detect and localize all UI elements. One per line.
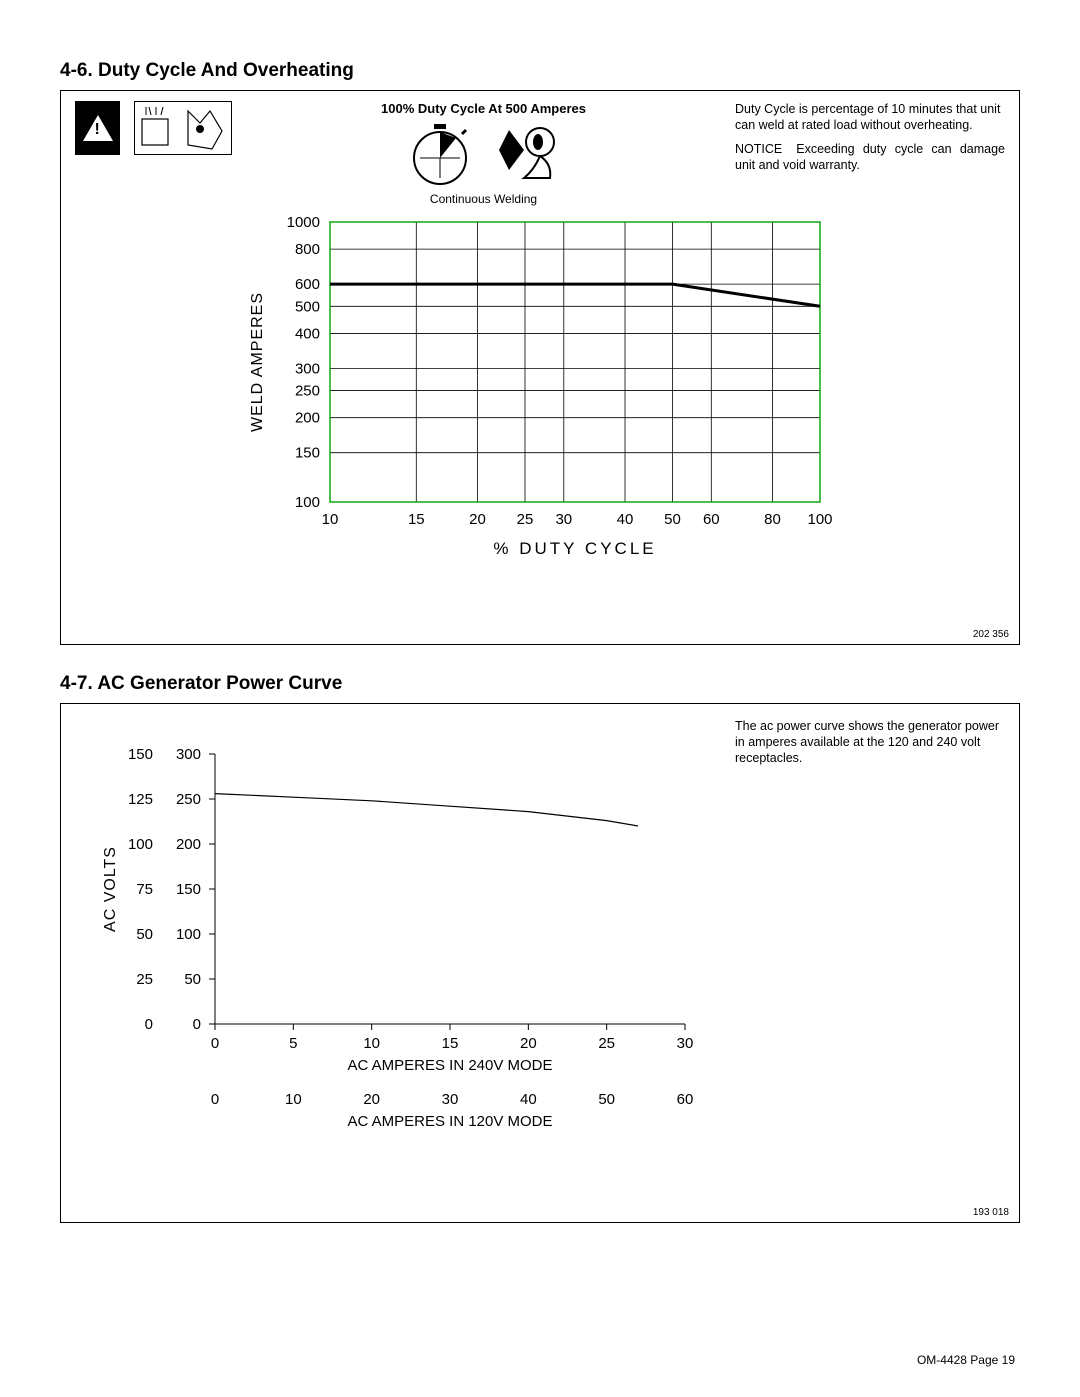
- svg-text:75: 75: [136, 881, 153, 898]
- figure-4-6: 100% Duty Cycle At 500 Amperes: [60, 90, 1020, 645]
- svg-text:50: 50: [184, 971, 201, 988]
- svg-text:250: 250: [176, 791, 201, 808]
- svg-text:600: 600: [295, 276, 320, 293]
- svg-text:400: 400: [295, 325, 320, 342]
- svg-text:15: 15: [408, 511, 425, 528]
- svg-text:WELD AMPERES: WELD AMPERES: [249, 292, 266, 432]
- ac-power-chart: 0025505010075150100200125250150300051015…: [85, 714, 725, 1184]
- svg-text:10: 10: [285, 1091, 302, 1108]
- continuous-welding-label: Continuous Welding: [246, 192, 721, 206]
- svg-text:100: 100: [128, 836, 153, 853]
- svg-text:50: 50: [664, 511, 681, 528]
- figure-4-7: 0025505010075150100200125250150300051015…: [60, 703, 1020, 1223]
- duty-cycle-chart: 10 15 20 25 30 40 50 60 80 100 100 150 200 250 300 400 5…: [235, 212, 845, 582]
- svg-text:% DUTY CYCLE: % DUTY CYCLE: [493, 539, 656, 558]
- svg-text:AC VOLTS: AC VOLTS: [102, 846, 119, 932]
- svg-text:150: 150: [128, 746, 153, 763]
- svg-text:300: 300: [295, 360, 320, 377]
- section-4-7-title: 4-7. AC Generator Power Curve: [60, 673, 1020, 695]
- svg-text:AC AMPERES IN 240V MODE: AC AMPERES IN 240V MODE: [347, 1057, 552, 1074]
- svg-text:100: 100: [295, 494, 320, 511]
- svg-text:200: 200: [176, 836, 201, 853]
- svg-text:125: 125: [128, 791, 153, 808]
- svg-text:250: 250: [295, 383, 320, 400]
- svg-text:0: 0: [211, 1035, 219, 1052]
- svg-text:20: 20: [520, 1035, 537, 1052]
- svg-text:0: 0: [193, 1016, 201, 1033]
- warning-icon: [75, 101, 120, 155]
- overheat-pictogram: [134, 101, 232, 155]
- svg-text:50: 50: [598, 1091, 615, 1108]
- svg-text:25: 25: [517, 511, 534, 528]
- duty-cycle-heading: 100% Duty Cycle At 500 Amperes: [246, 101, 721, 116]
- svg-text:80: 80: [764, 511, 781, 528]
- svg-text:100: 100: [176, 926, 201, 943]
- ac-power-note: The ac power curve shows the generator p…: [735, 718, 1005, 766]
- svg-text:150: 150: [295, 445, 320, 462]
- svg-text:1000: 1000: [287, 214, 320, 231]
- svg-text:30: 30: [555, 511, 572, 528]
- svg-text:10: 10: [363, 1035, 380, 1052]
- svg-text:20: 20: [469, 511, 486, 528]
- svg-text:50: 50: [136, 926, 153, 943]
- svg-text:200: 200: [295, 410, 320, 427]
- svg-text:15: 15: [442, 1035, 459, 1052]
- svg-text:25: 25: [136, 971, 153, 988]
- svg-text:AC AMPERES IN 120V MODE: AC AMPERES IN 120V MODE: [347, 1113, 552, 1130]
- figure-1-number: 202 356: [973, 629, 1009, 640]
- svg-text:5: 5: [289, 1035, 297, 1052]
- svg-text:40: 40: [617, 511, 634, 528]
- svg-text:300: 300: [176, 746, 201, 763]
- svg-text:10: 10: [322, 511, 339, 528]
- svg-text:500: 500: [295, 298, 320, 315]
- clock-icon: [406, 120, 474, 188]
- svg-text:30: 30: [677, 1035, 694, 1052]
- figure-2-number: 193 018: [973, 1207, 1009, 1218]
- svg-text:60: 60: [703, 511, 720, 528]
- section-4-6-title: 4-6. Duty Cycle And Overheating: [60, 60, 1020, 82]
- svg-text:40: 40: [520, 1091, 537, 1108]
- svg-text:800: 800: [295, 241, 320, 258]
- notice-text: NOTICEExceeding duty cycle can damage un…: [735, 141, 1005, 173]
- welder-icon: [494, 120, 562, 188]
- svg-text:60: 60: [677, 1091, 694, 1108]
- duty-cycle-note: Duty Cycle is percentage of 10 minutes t…: [735, 101, 1005, 133]
- svg-text:100: 100: [807, 511, 832, 528]
- svg-text:0: 0: [211, 1091, 219, 1108]
- svg-text:150: 150: [176, 881, 201, 898]
- svg-text:25: 25: [598, 1035, 615, 1052]
- svg-text:30: 30: [442, 1091, 459, 1108]
- svg-text:20: 20: [363, 1091, 380, 1108]
- svg-text:0: 0: [145, 1016, 153, 1033]
- page-footer: OM-4428 Page 19: [917, 1353, 1015, 1367]
